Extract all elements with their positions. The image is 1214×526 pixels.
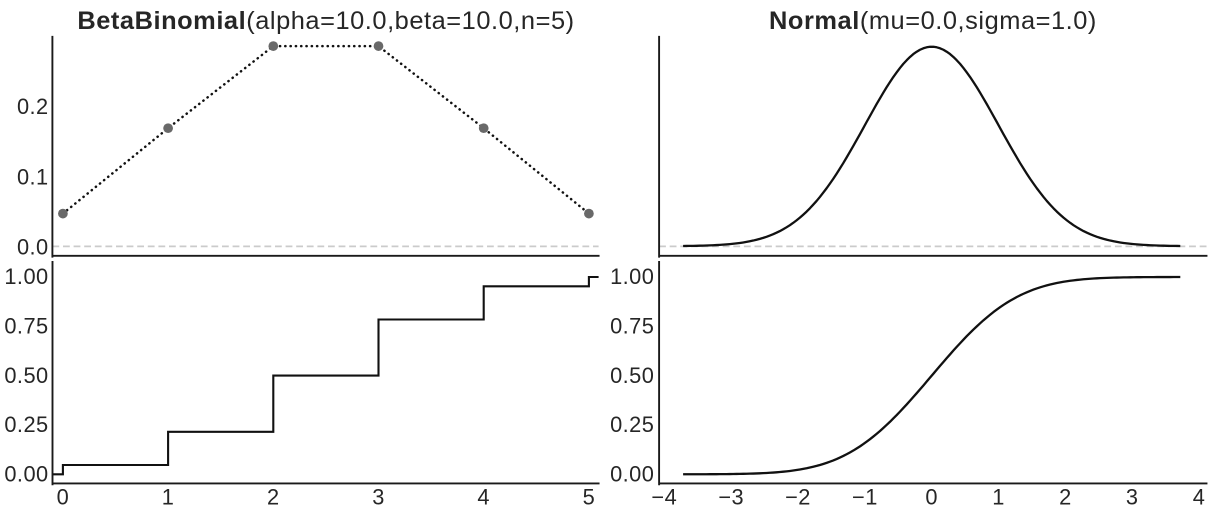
svg-text:2: 2 xyxy=(267,485,280,510)
svg-text:BetaBinomial(alpha=10.0,beta=1: BetaBinomial(alpha=10.0,beta=10.0,n=5) xyxy=(77,7,574,35)
svg-text:0: 0 xyxy=(925,485,938,510)
svg-text:0.75: 0.75 xyxy=(4,314,48,339)
svg-text:2: 2 xyxy=(1059,485,1072,510)
svg-text:0.1: 0.1 xyxy=(17,165,49,190)
svg-text:Normal(mu=0.0,sigma=1.0): Normal(mu=0.0,sigma=1.0) xyxy=(769,7,1097,35)
svg-text:0.00: 0.00 xyxy=(610,462,654,487)
svg-text:0.25: 0.25 xyxy=(610,412,654,437)
svg-text:0.50: 0.50 xyxy=(610,363,654,388)
svg-text:1: 1 xyxy=(992,485,1005,510)
svg-text:4: 4 xyxy=(477,485,490,510)
svg-text:1.00: 1.00 xyxy=(4,264,48,289)
svg-text:−3: −3 xyxy=(718,485,744,510)
svg-text:0: 0 xyxy=(57,485,70,510)
svg-text:−2: −2 xyxy=(785,485,811,510)
svg-text:0.0: 0.0 xyxy=(17,234,49,259)
svg-text:5: 5 xyxy=(583,485,596,510)
svg-text:0.00: 0.00 xyxy=(4,462,48,487)
svg-text:0.25: 0.25 xyxy=(4,412,48,437)
svg-text:−4: −4 xyxy=(651,485,677,510)
svg-text:1: 1 xyxy=(162,485,175,510)
svg-text:−1: −1 xyxy=(852,485,878,510)
svg-text:0.75: 0.75 xyxy=(610,314,654,339)
svg-text:0.2: 0.2 xyxy=(17,94,49,119)
svg-text:1.00: 1.00 xyxy=(610,264,654,289)
svg-text:0.50: 0.50 xyxy=(4,363,48,388)
svg-text:4: 4 xyxy=(1193,485,1206,510)
svg-text:3: 3 xyxy=(1126,485,1139,510)
svg-text:3: 3 xyxy=(372,485,385,510)
